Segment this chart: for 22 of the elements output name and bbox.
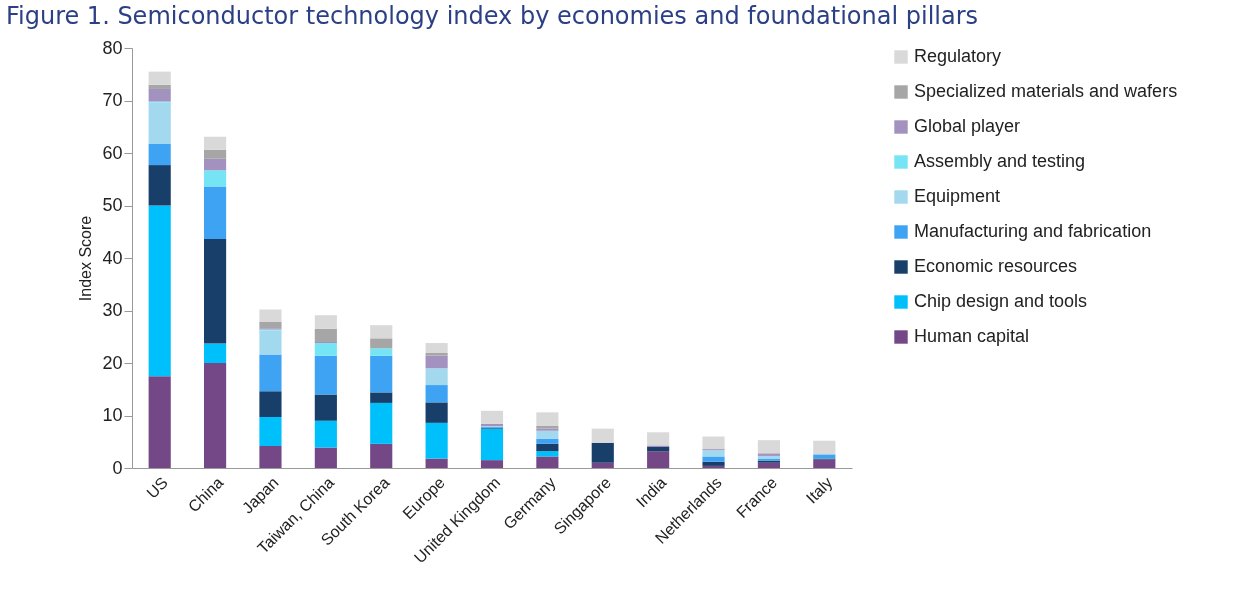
- y-tick-label: 40: [102, 247, 123, 268]
- legend-label: Economic resources: [914, 256, 1078, 276]
- y-tick-label: 80: [102, 37, 123, 58]
- legend-label: Assembly and testing: [914, 151, 1086, 171]
- legend-label: Human capital: [914, 326, 1030, 346]
- y-tick-label: 10: [102, 405, 123, 425]
- legend-label: Equipment: [914, 186, 1001, 206]
- legend-label: Global player: [914, 116, 1021, 136]
- y-tick-label: 20: [102, 352, 123, 373]
- y-tick-label: 60: [102, 142, 123, 163]
- legend-label: Specialized materials and wafers: [914, 81, 1178, 101]
- legend-label: Manufacturing and fabrication: [914, 221, 1152, 241]
- y-axis-title: Index Score: [77, 215, 95, 302]
- y-tick-label: 70: [102, 90, 123, 110]
- x-tick-label: US: [143, 473, 172, 502]
- y-tick-label: 50: [102, 195, 123, 215]
- legend-label: Chip design and tools: [914, 291, 1088, 311]
- legend-label: Regulatory: [914, 46, 1002, 66]
- y-tick-label: 0: [112, 457, 123, 478]
- x-tick-label: Italy: [802, 473, 836, 507]
- chart-title: Figure 1. Semiconductor technology index by economies and foundational pillars: [5, 2, 979, 30]
- y-tick-label: 30: [102, 300, 123, 320]
